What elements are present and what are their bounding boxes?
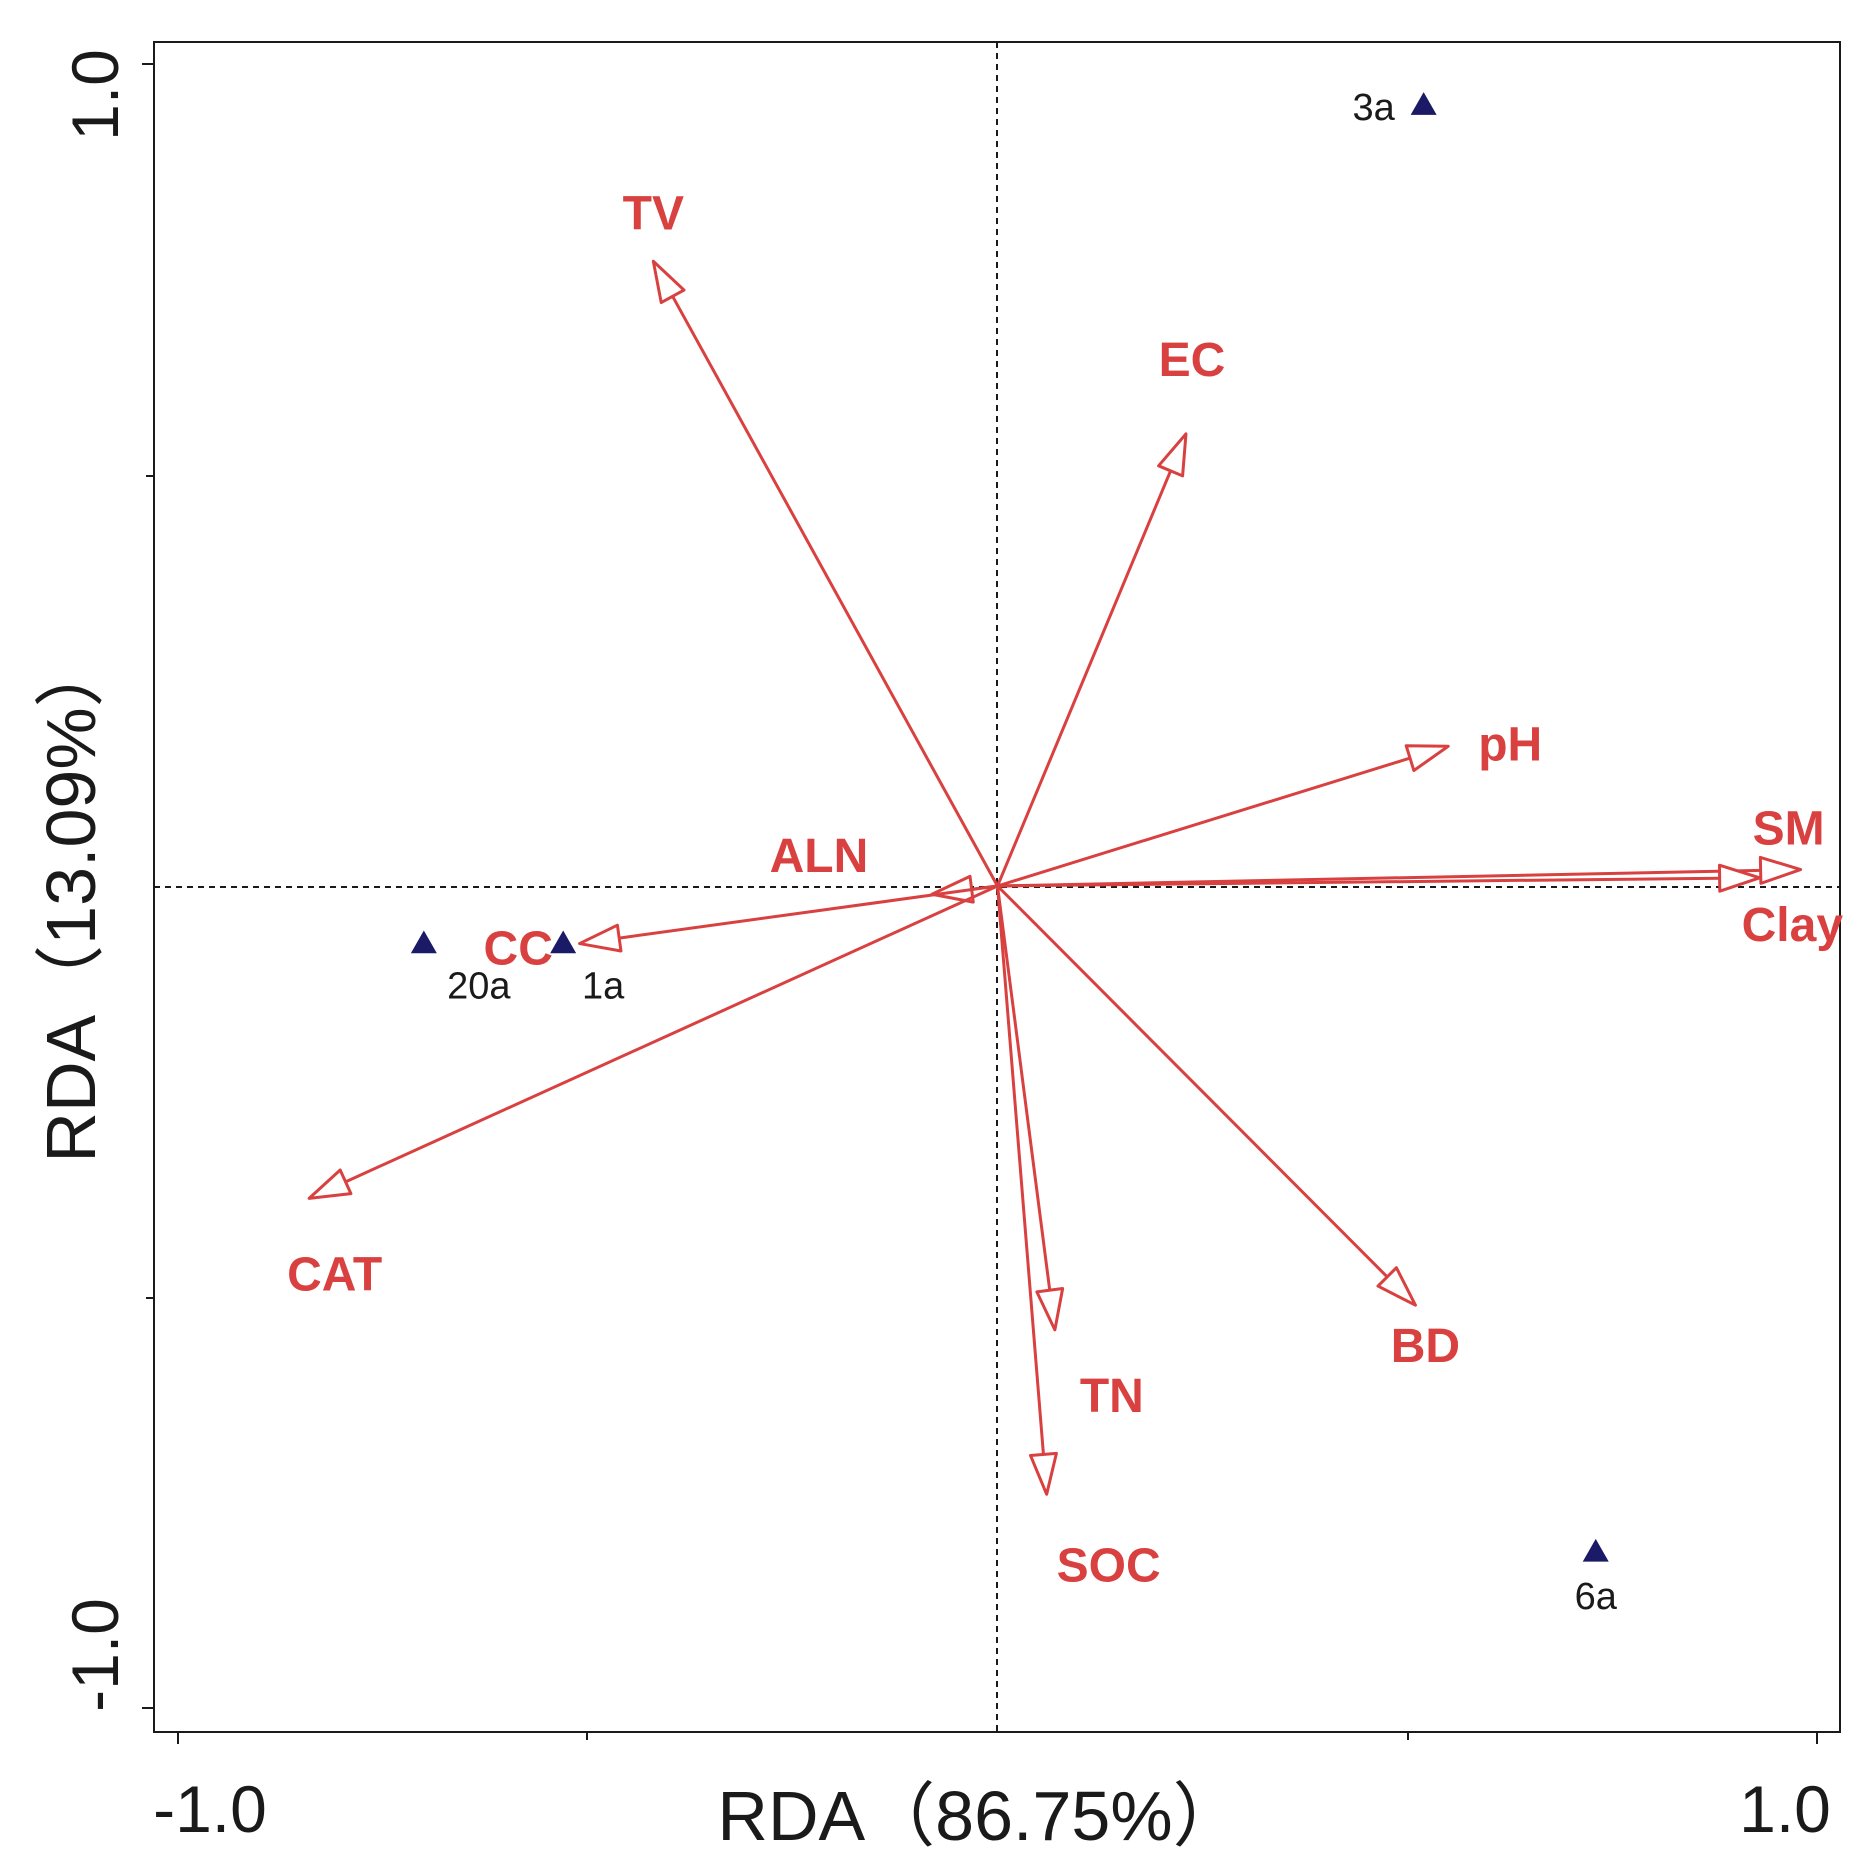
arrow-cat: CAT bbox=[287, 884, 999, 1301]
site-6a: 6a bbox=[1575, 1538, 1618, 1618]
arrow-label-sm: SM bbox=[1753, 803, 1825, 856]
y-tick-label-min: -1.0 bbox=[58, 1598, 132, 1712]
arrow-shaft-clay bbox=[997, 876, 1720, 888]
arrow-head-ec bbox=[1157, 432, 1188, 478]
arrow-cc: CC bbox=[484, 884, 998, 976]
arrow-shaft-ec bbox=[996, 470, 1172, 887]
y-axis-title: RDA（13.09%） bbox=[32, 637, 110, 1162]
site-marker-6a bbox=[1582, 1538, 1609, 1562]
arrow-head-soc bbox=[1028, 1451, 1058, 1496]
arrow-head-tn bbox=[1035, 1287, 1065, 1332]
arrow-label-tv: TV bbox=[623, 187, 684, 240]
site-label-6a: 6a bbox=[1575, 1576, 1618, 1618]
arrow-label-soc: SOC bbox=[1057, 1539, 1161, 1592]
arrow-head-clay bbox=[1717, 863, 1762, 893]
arrow-sm: SM bbox=[997, 803, 1825, 888]
arrow-shaft-tn bbox=[996, 885, 1052, 1291]
x-tick-label-max: 1.0 bbox=[1739, 1772, 1831, 1846]
arrow-tn: TN bbox=[996, 885, 1144, 1423]
x-tick-label-min: -1.0 bbox=[153, 1772, 267, 1846]
arrow-label-clay: Clay bbox=[1742, 899, 1844, 952]
site-1a: 1a bbox=[550, 930, 625, 1008]
arrow-layer: TV EC pH SM Clay ALN CC CAT TN SOC BD bbox=[287, 187, 1843, 1592]
site-label-3a: 3a bbox=[1352, 87, 1395, 129]
x-axis-title: RDA（86.75%） bbox=[717, 1777, 1242, 1855]
arrow-head-tv bbox=[651, 259, 686, 305]
arrow-head-sm bbox=[1758, 855, 1803, 885]
site-marker-1a bbox=[550, 930, 577, 954]
site-20a: 20a bbox=[410, 930, 511, 1008]
arrow-label-cc: CC bbox=[484, 923, 553, 976]
y-tick-label-max: 1.0 bbox=[58, 49, 132, 141]
arrow-label-ec: EC bbox=[1159, 334, 1226, 387]
site-label-20a: 20a bbox=[447, 966, 511, 1008]
arrow-shaft-cat bbox=[344, 884, 999, 1184]
arrow-head-bd bbox=[1376, 1266, 1417, 1307]
arrow-shaft-soc bbox=[996, 885, 1045, 1455]
arrow-label-ph: pH bbox=[1478, 718, 1542, 771]
arrow-ec: EC bbox=[996, 334, 1226, 887]
arrow-head-ph bbox=[1404, 744, 1450, 773]
arrow-shaft-bd bbox=[996, 884, 1389, 1278]
site-label-1a: 1a bbox=[582, 966, 625, 1008]
arrow-shaft-tv bbox=[671, 295, 999, 887]
site-marker-3a bbox=[1410, 92, 1437, 115]
arrow-label-tn: TN bbox=[1080, 1370, 1144, 1423]
arrow-label-aln: ALN bbox=[770, 830, 869, 883]
arrow-soc: SOC bbox=[996, 885, 1161, 1592]
arrow-ph: pH bbox=[997, 718, 1542, 888]
arrow-shaft-ph bbox=[997, 756, 1411, 888]
site-marker-20a bbox=[410, 930, 437, 954]
site-3a: 3a bbox=[1352, 87, 1437, 129]
arrow-clay: Clay bbox=[997, 863, 1844, 952]
arrow-shaft-cc bbox=[618, 884, 998, 940]
arrow-bd: BD bbox=[996, 884, 1460, 1373]
site-layer: 3a 20a 1a 6a bbox=[410, 87, 1618, 1618]
arrow-head-cat bbox=[307, 1168, 353, 1200]
arrow-tv: TV bbox=[623, 187, 999, 887]
arrow-head-cc bbox=[578, 923, 623, 953]
arrow-label-cat: CAT bbox=[287, 1248, 382, 1301]
arrow-label-bd: BD bbox=[1391, 1320, 1460, 1373]
